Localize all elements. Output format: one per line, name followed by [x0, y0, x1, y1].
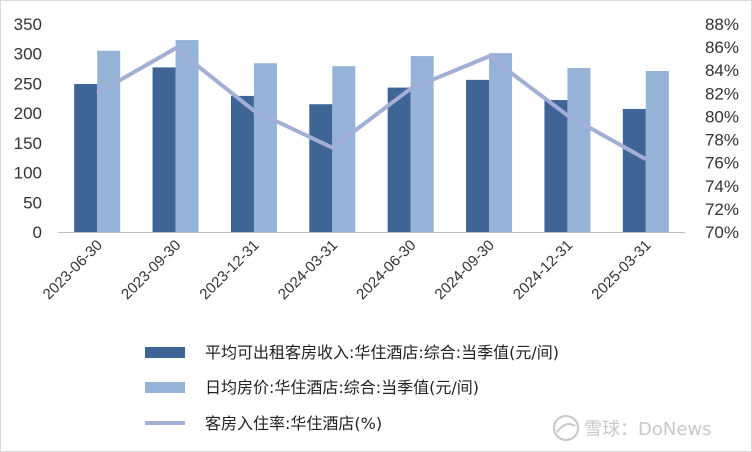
bar-revpar-2024-09-30: [466, 79, 490, 232]
left-tick-label: 350: [14, 15, 42, 34]
bar-adr-2024-03-31: [332, 66, 356, 233]
legend-swatch-revpar: [145, 347, 185, 358]
right-tick-label: 86%: [705, 38, 739, 57]
snowball-icon: [553, 415, 579, 441]
bar-revpar-2023-06-30: [74, 84, 98, 232]
right-tick-label: 72%: [705, 200, 739, 219]
right-tick-label: 70%: [705, 223, 739, 242]
legend-item-occupancy: 客房入住率:华住酒店(%): [145, 414, 382, 433]
bar-adr-2024-06-30: [410, 56, 434, 232]
left-tick-label: 0: [33, 223, 42, 242]
bar-adr-2023-06-30: [97, 50, 121, 232]
bar-adr-2024-12-31: [567, 67, 591, 232]
watermark-text: 雪球：DoNews: [584, 419, 712, 440]
left-tick-label: 150: [14, 134, 42, 153]
legend-label-adr: 日均房价:华住酒店:综合:当季值(元/间): [205, 378, 479, 397]
bar-adr-2025-03-31: [645, 70, 669, 232]
right-tick-label: 80%: [705, 107, 739, 126]
right-tick-label: 76%: [705, 154, 739, 173]
left-axis: 0 50 100 150 200 250 300 350: [14, 15, 42, 242]
right-tick-label: 82%: [705, 84, 739, 103]
plot-area: [58, 40, 685, 233]
bar-adr-2023-09-30: [175, 40, 199, 232]
right-axis: 70% 72% 74% 76% 78% 80% 82% 84% 86% 88%: [705, 15, 739, 242]
right-tick-label: 78%: [705, 131, 739, 150]
bar-revpar-2023-12-31: [230, 95, 254, 232]
bar-revpar-2023-09-30: [152, 67, 176, 232]
bar-revpar-2025-03-31: [622, 108, 646, 232]
left-tick-label: 300: [14, 45, 42, 64]
bar-adr-2023-12-31: [253, 63, 277, 233]
watermark: 雪球：DoNews: [553, 415, 712, 441]
legend-label-occupancy: 客房入住率:华住酒店(%): [205, 414, 382, 433]
bar-adr-2024-09-30: [489, 53, 513, 233]
bar-revpar-2024-03-31: [309, 104, 333, 232]
legend-label-revpar: 平均可出租客房收入:华住酒店:综合:当季值(元/间): [205, 343, 559, 362]
occupancy-line: [96, 46, 647, 161]
legend-item-revpar: 平均可出租客房收入:华住酒店:综合:当季值(元/间): [145, 343, 559, 362]
left-tick-label: 100: [14, 164, 42, 183]
right-tick-label: 84%: [705, 61, 739, 80]
legend: 平均可出租客房收入:华住酒店:综合:当季值(元/间) 日均房价:华住酒店:综合:…: [145, 343, 559, 433]
bar-revpar-2024-12-31: [544, 100, 568, 232]
right-tick-label: 88%: [705, 15, 739, 34]
left-tick-label: 50: [23, 193, 42, 212]
left-tick-label: 250: [14, 74, 42, 93]
legend-item-adr: 日均房价:华住酒店:综合:当季值(元/间): [145, 378, 479, 397]
left-tick-label: 200: [14, 104, 42, 123]
legend-swatch-adr: [145, 382, 185, 393]
right-tick-label: 74%: [705, 177, 739, 196]
bar-revpar-2024-06-30: [387, 87, 411, 233]
